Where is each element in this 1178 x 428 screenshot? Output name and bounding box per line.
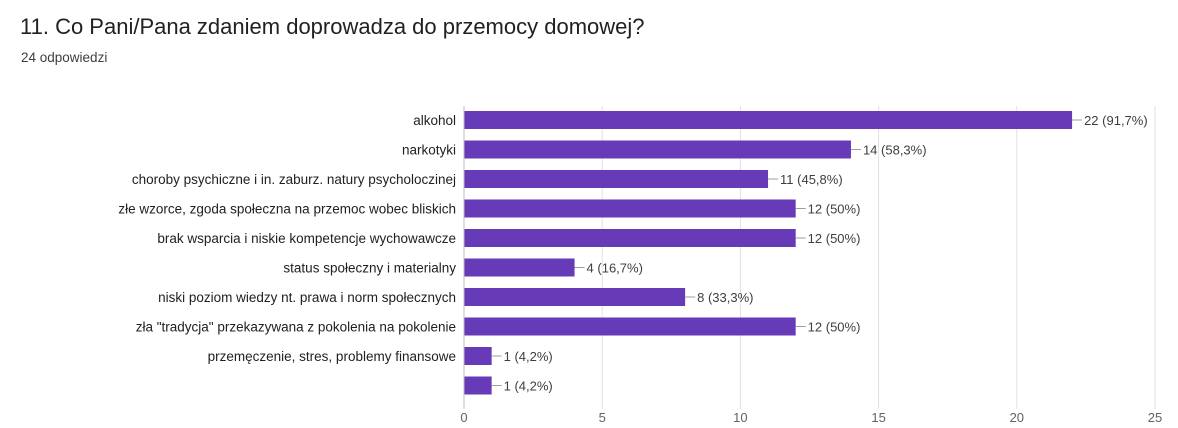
bar[interactable] (464, 258, 575, 277)
bar[interactable] (464, 288, 686, 306)
value-label: 8 (33,3%) (697, 290, 753, 305)
category-label: narkotyki (402, 143, 456, 158)
response-count: 24 odpowiedzi (21, 50, 108, 65)
bar[interactable] (464, 347, 492, 365)
bar[interactable] (464, 111, 1073, 129)
value-label: 1 (4,2%) (504, 349, 553, 364)
bar[interactable] (464, 376, 492, 395)
x-tick-label: 5 (599, 410, 606, 425)
value-label: 12 (50%) (808, 320, 861, 335)
bar[interactable] (464, 317, 796, 336)
x-tick-label: 0 (460, 410, 467, 425)
value-label: 22 (91,7%) (1084, 113, 1148, 128)
x-tick-label: 25 (1148, 410, 1162, 425)
category-label: zła "tradycja" przekazywana z pokolenia … (136, 320, 456, 335)
bar[interactable] (464, 140, 851, 159)
value-label: 14 (58,3%) (863, 143, 927, 158)
value-label: 12 (50%) (808, 231, 861, 246)
value-label: 11 (45,8%) (780, 172, 843, 187)
bar[interactable] (464, 170, 769, 188)
category-label: status społeczny i materialny (283, 261, 456, 276)
question-title: 11. Co Pani/Pana zdaniem doprowadza do p… (20, 14, 645, 39)
bar[interactable] (464, 199, 796, 218)
value-label: 1 (4,2%) (504, 379, 553, 394)
category-label: złe wzorce, zgoda społeczna na przemoc w… (118, 202, 456, 217)
value-label: 4 (16,7%) (587, 261, 643, 276)
x-tick-label: 10 (733, 410, 747, 425)
category-label: brak wsparcia i niskie kompetencje wycho… (157, 231, 456, 246)
x-tick-label: 20 (1010, 410, 1024, 425)
bar[interactable] (464, 229, 796, 247)
category-label: przemęczenie, stres, problemy finansowe (208, 349, 456, 364)
value-label: 12 (50%) (808, 202, 861, 217)
category-label: niski poziom wiedzy nt. prawa i norm spo… (158, 290, 456, 305)
category-label: alkohol (413, 113, 456, 128)
category-label: choroby psychiczne i in. zaburz. natury … (132, 172, 456, 187)
x-tick-label: 15 (871, 410, 885, 425)
